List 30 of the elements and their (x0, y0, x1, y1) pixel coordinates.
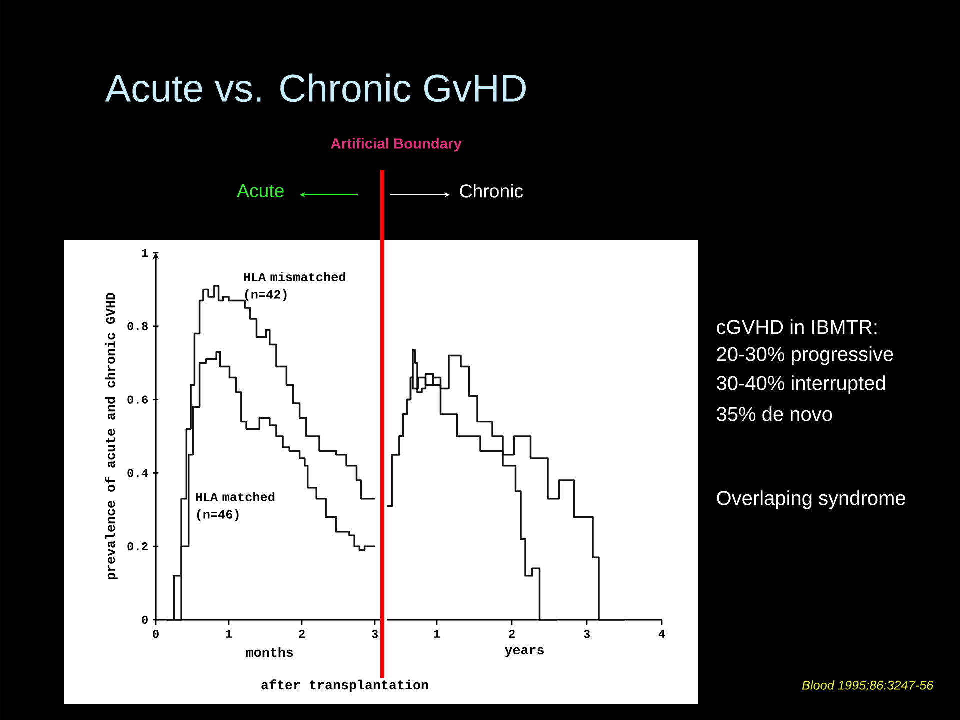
text: after transplantation (262, 680, 428, 692)
text: Blood 1995;86:3247-56 (802, 680, 934, 692)
text: 35% de novo (717, 406, 832, 422)
x-tick-label: 2 (509, 630, 515, 638)
y-tick-label: 0.6 (128, 396, 148, 404)
x-tick-label: 2 (299, 630, 305, 638)
x-axis-title: months (246, 647, 294, 658)
x-tick-label: 1 (226, 630, 232, 638)
y-axis-title: prevalence of acute and chronic GVHD (105, 293, 118, 580)
text: 30-40% interrupted (717, 376, 886, 394)
chart-title: Acute vs. Chronic GvHD (105, 74, 526, 102)
text: Chronic (460, 184, 524, 198)
x-tick-label: 0 (153, 630, 159, 638)
ref-line-label: Artificial Boundary (331, 138, 462, 152)
x-tick-label: 3 (584, 630, 590, 638)
y-tick-label: 0 (142, 616, 148, 624)
x-tick-label: 3 (372, 630, 378, 638)
y-tick-label: 0.8 (128, 322, 148, 330)
x-tick-label: 1 (434, 630, 440, 638)
text: cGVHD in IBMTR: (717, 320, 877, 334)
x-tick-label: 4 (658, 630, 666, 638)
series-label: HLA matched (n=46) (196, 492, 275, 522)
series-label: HLA mismatched (n=42) (244, 272, 346, 302)
text: Overlaping syndrome (717, 490, 906, 510)
y-tick-label: 0.4 (128, 469, 148, 478)
y-tick-label: 0.2 (128, 542, 148, 551)
text: Acute (237, 184, 284, 198)
y-tick-label: 1 (142, 249, 148, 257)
x-axis-title: years (505, 647, 544, 658)
text: 20-30% progressive (717, 346, 894, 366)
